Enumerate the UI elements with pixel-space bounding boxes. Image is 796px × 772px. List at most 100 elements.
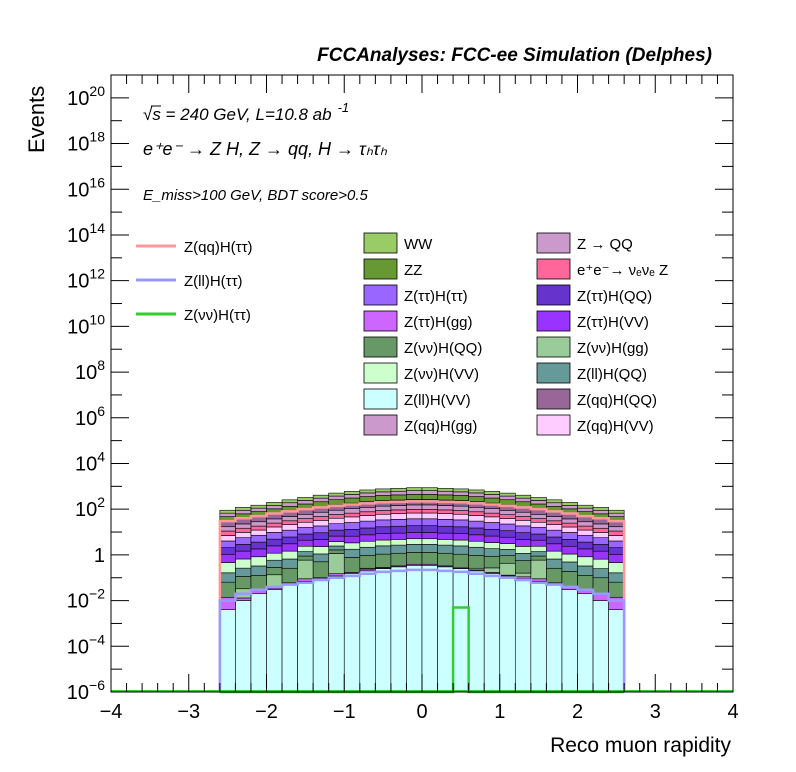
bar-Ztautau_Htautau-7	[328, 523, 345, 531]
bar-WW-25	[608, 509, 625, 514]
process-annotation: e⁺e⁻ → Z H, Z → qq, H → τₕτₕ	[143, 139, 388, 159]
bar-Ztautau_HQQ-13	[421, 525, 438, 533]
bar-Znunu_HVV-14	[437, 539, 454, 546]
bar-eenunuZ-9	[359, 511, 376, 516]
bar-Ztautau_HVV-13	[421, 532, 438, 540]
bar-Zll_HQQ-24	[592, 568, 609, 579]
bar-eenunuZ-17	[483, 512, 501, 518]
bar-Ztautau_HVV-12	[406, 532, 423, 540]
bar-eenunuZ-19	[514, 516, 532, 521]
bar-Ztautau_HQQ-18	[499, 530, 516, 538]
bar-Zll_HQQ-8	[343, 548, 361, 558]
bar-Ztautau_Hgg-5	[297, 578, 314, 582]
y-tick-label: 108	[75, 357, 105, 384]
bar-Znunu_HVV-22	[561, 553, 578, 563]
bar-Znunu_HQQ-3	[266, 567, 283, 576]
energy-annotation: √s = 240 GeV, L=10.8 ab -1	[143, 100, 349, 124]
bar-Zqq_Hgg-21	[546, 516, 563, 522]
bar-Znunu_HVV-24	[592, 558, 609, 569]
bar-Zqq_HVV-14	[437, 513, 454, 520]
bar-Zqq_HVV-12	[406, 512, 423, 520]
bar-Z_QQ-23	[577, 507, 594, 512]
bar-Ztautau_Htautau-25	[608, 540, 625, 548]
bar-Znunu_HQQ-15	[452, 553, 469, 569]
bar-Z_QQ-7	[328, 495, 345, 500]
bar-eenunuZ-25	[608, 530, 625, 536]
bar-Znunu_HQQ-4	[281, 567, 298, 584]
bar-Zll_HVV-12	[406, 565, 423, 693]
bar-Zll_HVV-10	[375, 568, 392, 693]
bar-Ztautau_HQQ-20	[530, 533, 547, 541]
bar-eenunuZ-2	[250, 525, 267, 531]
bar-Zll_HVV-4	[281, 584, 298, 693]
bar-Z_QQ-12	[406, 490, 423, 495]
bar-WW-1	[235, 507, 252, 511]
bar-Zll_HQQ-18	[499, 549, 516, 556]
bar-Ztautau_HVV-17	[483, 535, 501, 543]
bar-Ztautau_Htautau-9	[359, 520, 376, 529]
bar-Ztautau_Htautau-0	[219, 540, 236, 548]
bar-Znunu_HVV-5	[297, 545, 314, 552]
y-tick-label: 104	[75, 448, 105, 475]
bar-Ztautau_HVV-6	[312, 539, 329, 547]
bar-Zqq_HVV-4	[281, 524, 298, 531]
legend-swatch-Z_QQ	[536, 232, 571, 254]
bar-Zqq_HVV-11	[390, 513, 407, 520]
bar-Znunu_HQQ-24	[592, 577, 609, 595]
bar-eenunuZ-4	[281, 520, 298, 525]
bar-Znunu_HQQ-9	[359, 554, 376, 569]
bar-Ztautau_HQQ-21	[546, 536, 563, 545]
x-tick-label: 1	[494, 701, 505, 723]
bar-eenunuZ-20	[530, 518, 547, 523]
histogram-layer	[219, 487, 625, 693]
bar-Zll_HQQ-25	[608, 572, 625, 583]
bar-Z_QQ-21	[546, 502, 563, 507]
bar-Znunu_HQQ-1	[235, 576, 252, 590]
bar-Znunu_HVV-16	[468, 540, 485, 548]
bar-Zll_HQQ-15	[452, 545, 469, 555]
bar-Znunu_HVV-25	[608, 562, 625, 574]
bar-Zll_HQQ-22	[561, 561, 578, 572]
bar-Zqq_Hgg-24	[592, 523, 609, 529]
bar-Zqq_HVV-7	[328, 517, 345, 525]
bar-WW-19	[514, 494, 532, 499]
annotation-block: √s = 240 GeV, L=10.8 ab -1 e⁺e⁻ → Z H, Z …	[143, 100, 388, 204]
bar-Ztautau_HVV-15	[452, 533, 469, 541]
bar-eenunuZ-13	[421, 508, 438, 514]
bar-Zqq_HVV-25	[608, 535, 625, 542]
bar-Zqq_Hgg-0	[219, 526, 236, 532]
bar-ZZ-9	[359, 496, 376, 503]
bar-Zqq_HVV-21	[546, 524, 563, 531]
legend-swatch-Ztautau_Hgg	[363, 310, 398, 332]
bar-Znunu_HVV-13	[421, 538, 438, 545]
bar-Z_QQ-10	[375, 491, 392, 496]
y-tick-label: 10−2	[67, 586, 105, 613]
bar-Ztautau_HQQ-14	[437, 525, 454, 534]
y-tick-label: 1010	[67, 311, 105, 338]
bar-Znunu_HQQ-21	[546, 567, 563, 584]
x-tick-label: 0	[416, 701, 427, 723]
bar-Zll_HQQ-16	[468, 546, 485, 556]
bar-Zqq_Hgg-13	[421, 504, 438, 510]
x-tick-label: −3	[177, 701, 200, 723]
bar-Ztautau_HQQ-11	[390, 525, 407, 534]
bar-Zll_HQQ-21	[546, 558, 563, 569]
bar-Zqq_HVV-16	[468, 515, 485, 522]
bar-Ztautau_Htautau-11	[390, 519, 407, 527]
bar-Z_QQ-1	[235, 509, 252, 515]
bar-Zqq_HVV-19	[514, 520, 532, 527]
bar-Ztautau_Hgg-0	[219, 596, 236, 610]
bar-Ztautau_HVV-24	[592, 550, 609, 560]
x-tick-label: −1	[333, 701, 356, 723]
legend-label-WW: WW	[404, 236, 433, 253]
bar-ZZ-13	[421, 494, 438, 500]
bar-Ztautau_Hgg-1	[235, 597, 252, 601]
legend-label-Ztautau_HQQ: Z(ττ)H(QQ)	[577, 288, 652, 305]
bar-WW-16	[468, 489, 485, 494]
legend-label-Ztautau_HVV: Z(ττ)H(VV)	[577, 314, 649, 331]
bar-ZZ-16	[468, 496, 485, 503]
bar-Ztautau_HVV-3	[266, 545, 283, 554]
bar-WW-22	[561, 502, 578, 506]
bar-Znunu_HQQ-12	[406, 552, 423, 565]
bar-Znunu_HVV-19	[514, 546, 532, 554]
